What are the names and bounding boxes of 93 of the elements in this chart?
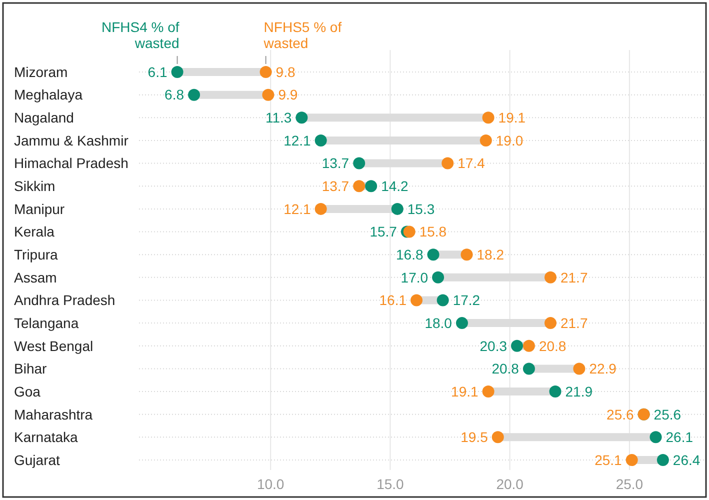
data-label: 20.8 [492, 360, 520, 377]
data-label: 20.8 [538, 338, 566, 354]
data-label: 6.1 [148, 64, 168, 80]
y-tick-label: Meghalaya [14, 86, 83, 103]
point [410, 294, 423, 306]
y-tick-label: West Bengal [14, 338, 94, 354]
y-tick-label: Sikkim [14, 178, 56, 194]
point [656, 454, 669, 466]
point [460, 248, 473, 261]
y-tick-label: Andhra Pradesh [14, 292, 116, 308]
point [262, 88, 274, 101]
point [391, 202, 404, 215]
x-tick-label: 25.0 [616, 476, 644, 492]
point [188, 88, 200, 101]
data-label: 16.8 [396, 246, 424, 262]
y-tick-label: Karnataka [14, 429, 78, 446]
point [522, 340, 535, 352]
point [482, 386, 494, 398]
data-label: 18.2 [476, 246, 504, 262]
data-label: 17.4 [458, 155, 486, 172]
data-label: 25.6 [654, 406, 682, 422]
data-label: 25.6 [606, 406, 634, 422]
point [492, 431, 504, 444]
point [353, 180, 366, 192]
x-tick-label: 20.0 [496, 476, 524, 492]
data-label: 12.1 [284, 132, 312, 148]
point [427, 248, 440, 261]
y-tick-label: Manipur [14, 200, 65, 217]
point [260, 66, 272, 78]
point [314, 134, 327, 146]
y-tick-label: Tripura [14, 246, 58, 262]
data-label: 18.0 [424, 314, 452, 331]
point [544, 271, 556, 284]
data-label: 26.1 [666, 429, 694, 446]
data-label: 12.1 [284, 200, 312, 217]
data-label: 17.2 [452, 292, 480, 308]
data-label: 19.1 [498, 110, 526, 126]
data-label: 25.1 [594, 452, 622, 468]
data-label: 19.5 [460, 429, 488, 446]
point [314, 202, 327, 215]
y-tick-label: Assam [14, 269, 57, 286]
data-label: 21.7 [560, 269, 588, 286]
point [573, 362, 586, 375]
y-tick-label: Maharashtra [14, 406, 93, 422]
point [353, 157, 366, 170]
point [403, 226, 416, 238]
data-label: 21.9 [565, 383, 593, 400]
data-label: 13.7 [322, 178, 350, 194]
point [650, 431, 662, 444]
data-label: 15.3 [407, 200, 435, 217]
series-label: NFHS4 % of wasted [101, 19, 180, 51]
data-label: 15.7 [370, 224, 398, 240]
point [436, 294, 449, 306]
y-tick-label: Jammu & Kashmir [14, 132, 129, 148]
point [511, 340, 523, 352]
data-label: 9.8 [276, 64, 296, 80]
point [296, 112, 308, 124]
y-tick-label: Kerala [14, 224, 55, 240]
data-label: 11.3 [265, 110, 292, 126]
data-label: 19.1 [451, 383, 479, 400]
data-label: 14.2 [381, 178, 409, 194]
y-tick-label: Bihar [14, 360, 48, 377]
y-tick-label: Goa [14, 383, 41, 400]
point [549, 386, 562, 398]
series-label: NFHS5 % of wasted [262, 19, 342, 51]
data-label: 6.8 [164, 86, 184, 103]
x-tick-label: 15.0 [376, 476, 404, 492]
point [432, 271, 444, 284]
data-label: 19.0 [496, 132, 524, 148]
y-tick-label: Gujarat [14, 452, 60, 468]
y-tick-label: Mizoram [14, 64, 68, 80]
x-tick-label: 10.0 [256, 476, 284, 492]
y-tick-label: Himachal Pradesh [14, 155, 128, 172]
point [480, 134, 492, 146]
data-label: 21.7 [560, 314, 588, 331]
y-tick-label: Nagaland [14, 110, 74, 126]
point [171, 66, 184, 78]
data-label: 26.4 [672, 452, 700, 468]
point [456, 317, 468, 330]
point [365, 180, 378, 192]
point [482, 112, 494, 124]
data-label: 16.1 [379, 292, 407, 308]
data-label: 15.8 [419, 224, 447, 240]
y-tick-label: Telangana [14, 314, 79, 331]
data-label: 20.3 [480, 338, 508, 354]
data-label: 17.0 [400, 269, 428, 286]
point [522, 362, 535, 375]
data-label: 9.9 [278, 86, 298, 103]
point [544, 317, 556, 330]
data-label: 13.7 [322, 155, 350, 172]
point [626, 454, 638, 466]
point [442, 157, 454, 170]
data-label: 22.9 [589, 360, 617, 377]
